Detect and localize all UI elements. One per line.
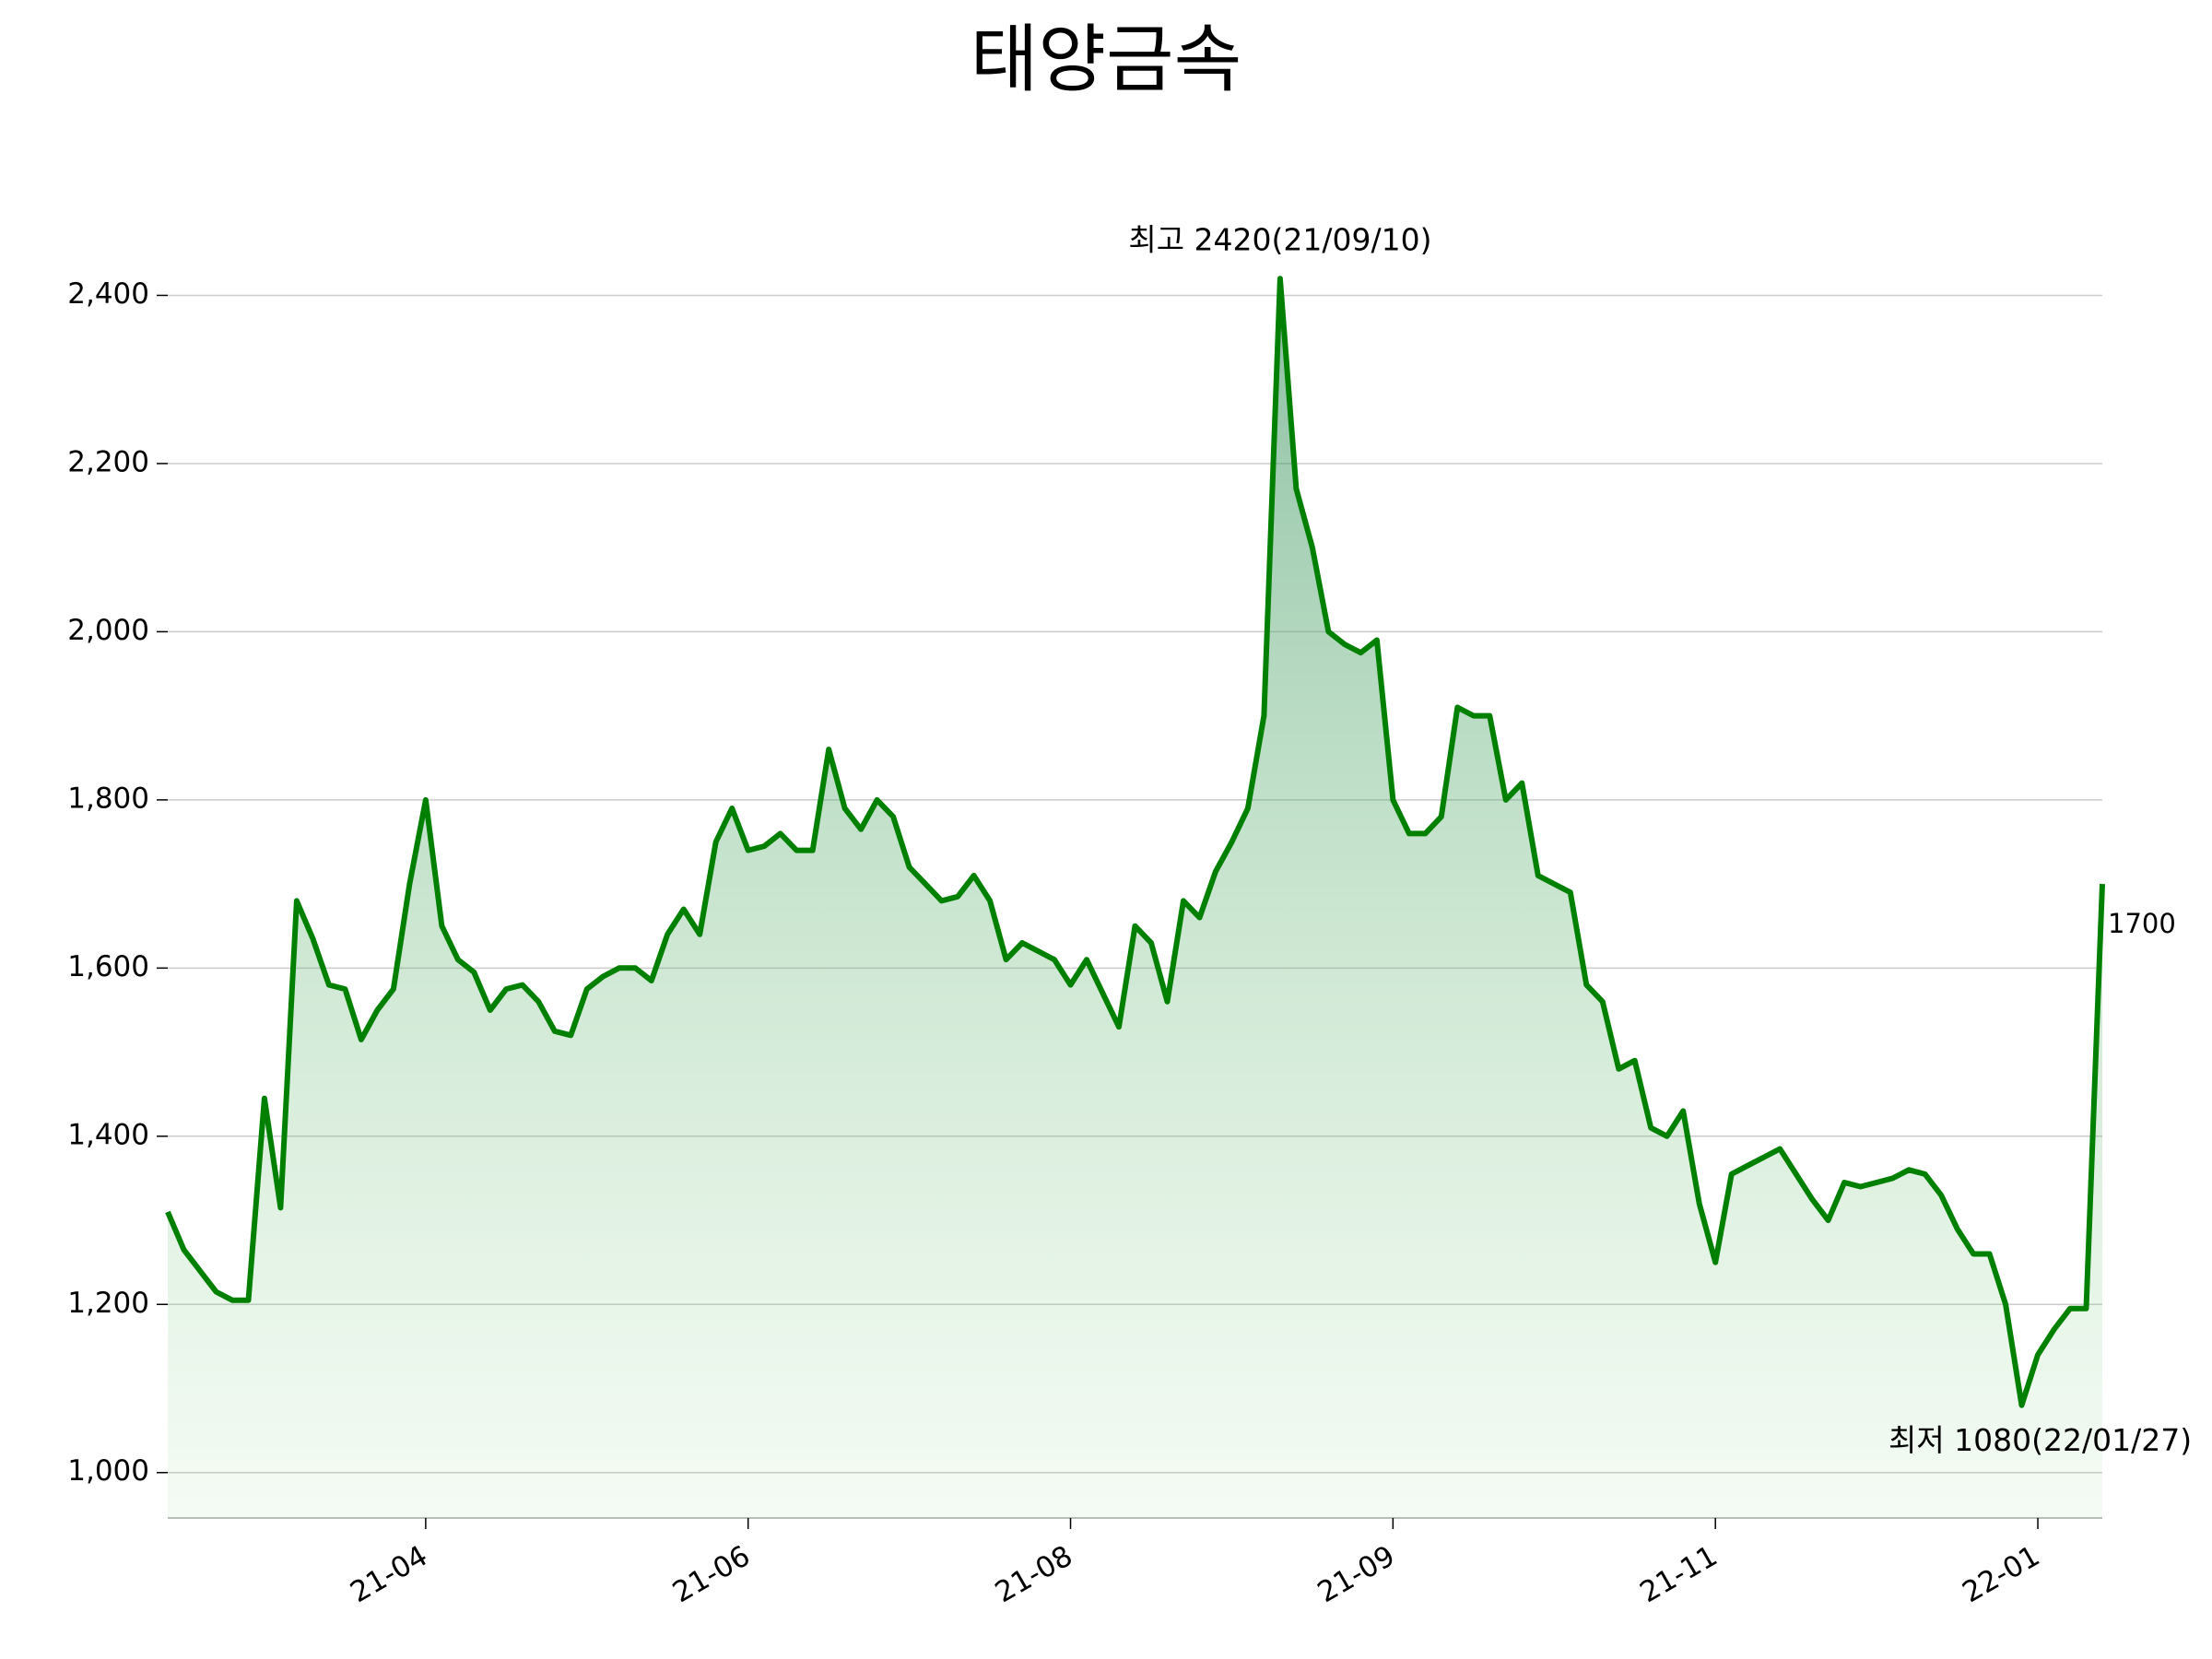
x-tick-label: 21-11 bbox=[1634, 1539, 1723, 1609]
y-tick-label: 1,600 bbox=[67, 950, 149, 983]
y-tick-label: 1,200 bbox=[67, 1287, 149, 1320]
x-tick-label: 22-01 bbox=[1957, 1539, 2045, 1609]
chart-title: 태양금속 bbox=[971, 17, 1241, 102]
x-tick-label: 21-08 bbox=[990, 1539, 1078, 1609]
y-tick-label: 2,000 bbox=[67, 614, 149, 647]
y-tick-label: 1,400 bbox=[67, 1118, 149, 1151]
y-tick-label: 2,400 bbox=[67, 277, 149, 311]
area bbox=[168, 278, 2102, 1519]
y-tick-label: 1,800 bbox=[67, 782, 149, 815]
max-annotation: 최고 2420(21/09/10) bbox=[1128, 222, 1431, 258]
y-tick-label: 2,200 bbox=[67, 445, 149, 478]
last-value-label: 1700 bbox=[2108, 908, 2176, 939]
min-annotation: 최저 1080(22/01/27) bbox=[1888, 1422, 2192, 1458]
y-tick-label: 1,000 bbox=[67, 1454, 149, 1488]
x-tick-label: 21-09 bbox=[1312, 1539, 1401, 1609]
x-tick-label: 21-06 bbox=[667, 1539, 756, 1609]
x-tick-label: 21-04 bbox=[345, 1539, 433, 1609]
line bbox=[165, 276, 2105, 1408]
